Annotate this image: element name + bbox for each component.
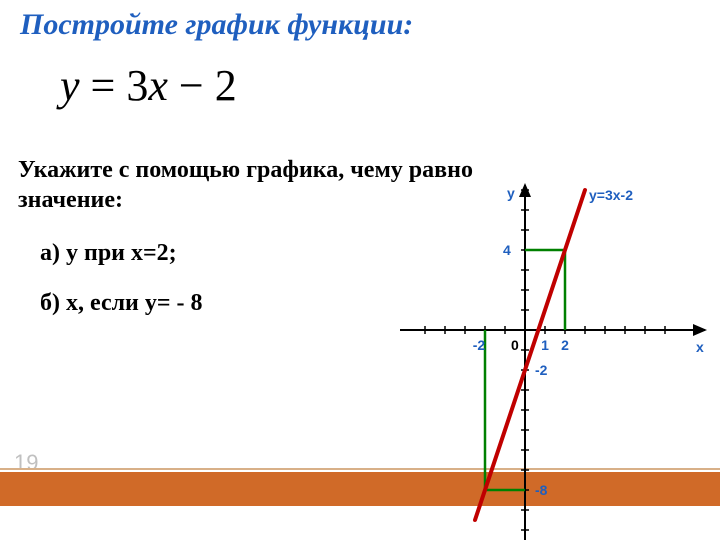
item-a: а) у при х=2; [40, 240, 177, 267]
svg-text:-2: -2 [535, 362, 548, 378]
svg-text:0: 0 [511, 337, 519, 353]
svg-text:у=3х-2: у=3х-2 [589, 187, 633, 203]
equation: y = 3x − 2 [60, 60, 237, 111]
svg-text:-8: -8 [535, 482, 548, 498]
function-chart: y x 0 у=3х-2 -2 12 4 -2 -8 [400, 180, 710, 540]
item-b: б) х, если у= - 8 [40, 290, 203, 317]
svg-text:1: 1 [541, 337, 549, 353]
svg-text:-2: -2 [473, 337, 486, 353]
svg-text:4: 4 [503, 242, 511, 258]
svg-text:x: x [696, 339, 704, 355]
page-title: Постройте график функции: [20, 8, 413, 42]
svg-text:2: 2 [561, 337, 569, 353]
svg-text:y: y [507, 185, 515, 201]
